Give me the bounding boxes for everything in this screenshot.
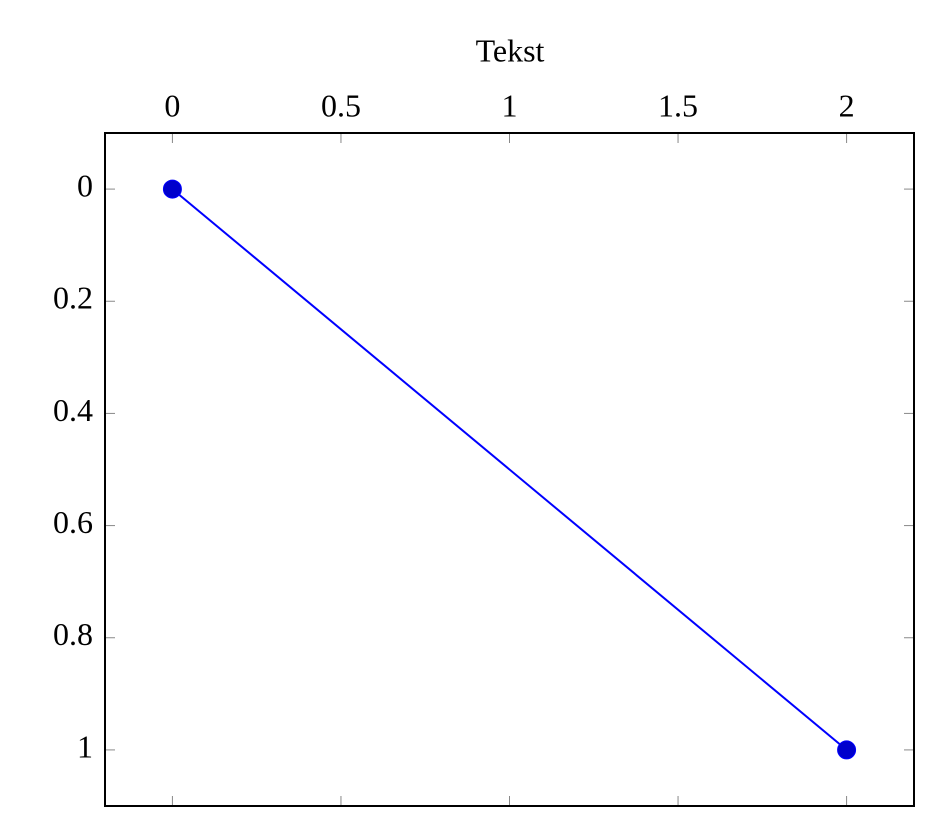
y-tick-label: 0.4 bbox=[53, 392, 93, 428]
marker bbox=[162, 179, 182, 199]
y-tick-label: 1 bbox=[77, 728, 93, 764]
y-tick-label: 0.6 bbox=[53, 504, 93, 540]
line bbox=[171, 188, 848, 751]
x-axis-label: Tekst bbox=[476, 32, 545, 68]
x-tick-label: 1.5 bbox=[658, 87, 698, 123]
y-tick-label: 0.8 bbox=[53, 616, 93, 652]
x-tick-label: 0.5 bbox=[321, 87, 361, 123]
x-tick-label: 0 bbox=[164, 87, 180, 123]
x-tick-label: 1 bbox=[502, 87, 518, 123]
y-tick-label: 0.2 bbox=[53, 280, 93, 316]
marker bbox=[837, 740, 857, 760]
plot-frame bbox=[104, 132, 915, 807]
y-tick-label: 0 bbox=[77, 167, 93, 203]
x-tick-label: 2 bbox=[839, 87, 855, 123]
